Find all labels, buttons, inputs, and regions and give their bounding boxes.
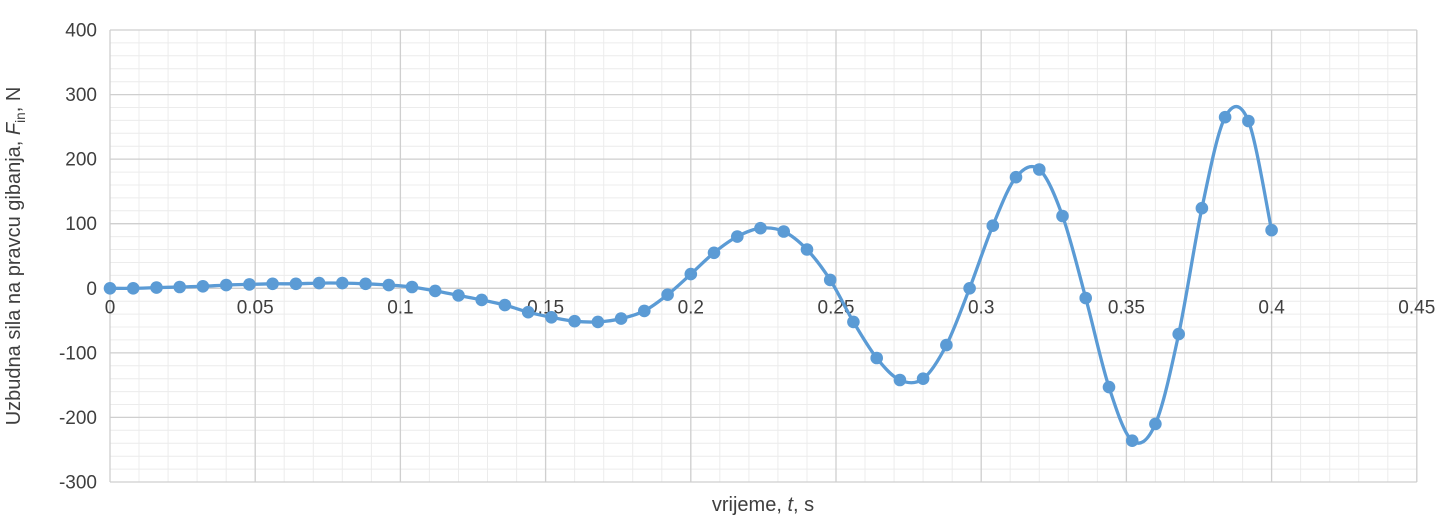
data-point (870, 351, 883, 365)
data-point (847, 315, 860, 329)
data-point (452, 289, 465, 302)
data-point (707, 246, 721, 260)
data-point (638, 304, 651, 318)
data-point (126, 282, 140, 295)
y-axis-title-text: Uzbudna sila na pravcu gibanja, (3, 135, 26, 426)
data-point (243, 278, 256, 291)
data-point (545, 311, 558, 324)
data-point (731, 230, 744, 243)
data-point (754, 221, 767, 235)
data-point (1033, 163, 1046, 176)
grid-minor (109, 29, 1418, 483)
data-point (1195, 201, 1209, 215)
x-tick-label: 0.2 (678, 297, 704, 318)
x-axis-title-suffix: , s (793, 494, 815, 516)
data-point (219, 278, 233, 292)
data-point (1102, 380, 1116, 394)
data-point (382, 278, 396, 292)
y-axis-title: Uzbudna sila na pravcu gibanja, Fin, N (3, 86, 29, 426)
x-tick-label: 0.3 (968, 297, 994, 318)
y-tick-label: 200 (65, 150, 97, 171)
data-point (1242, 114, 1255, 128)
y-tick-label: 100 (65, 214, 97, 235)
data-point (173, 280, 186, 294)
data-point (103, 282, 117, 295)
data-point (568, 314, 581, 328)
data-point (614, 312, 628, 325)
data-point (475, 293, 489, 307)
x-tick-label: 0.45 (1398, 297, 1435, 318)
x-axis-title-text: vrijeme, (711, 494, 788, 516)
x-tick-label: 0.4 (1258, 297, 1285, 318)
data-point (1079, 291, 1092, 305)
x-tick-label: 0.05 (237, 297, 274, 318)
data-point (893, 373, 907, 387)
y-tick-label: 400 (65, 21, 97, 42)
data-point (916, 372, 930, 386)
data-point (684, 267, 698, 281)
data-point (591, 315, 605, 329)
data-point (800, 243, 814, 256)
data-point (963, 282, 976, 295)
data-point (196, 280, 210, 293)
data-point (521, 305, 535, 319)
y-tick-label: -200 (59, 408, 97, 429)
y-axis-title-suffix: , N (3, 86, 26, 113)
x-tick-label: 0.1 (387, 297, 413, 318)
data-point (289, 277, 303, 291)
data-point (661, 288, 674, 302)
x-tick-label: 0.35 (1108, 297, 1145, 318)
data-point (498, 298, 512, 312)
data-point (428, 284, 442, 298)
data-point (823, 273, 837, 287)
series-markers (103, 110, 1278, 448)
y-axis-subscript: in (13, 112, 29, 123)
y-tick-label: -300 (59, 473, 97, 494)
x-tick-label: 0.25 (818, 297, 855, 318)
y-axis-symbol: F (3, 122, 26, 136)
data-point (986, 219, 1000, 232)
data-point (312, 276, 326, 290)
data-point (1172, 327, 1185, 341)
data-point (777, 225, 790, 238)
data-point (336, 276, 349, 290)
data-point (940, 338, 953, 352)
data-point (1218, 110, 1232, 124)
data-point (405, 280, 419, 294)
x-tick-label: 0 (105, 297, 116, 318)
y-tick-label: 0 (86, 279, 97, 300)
data-point (1149, 417, 1162, 431)
x-axis-title: vrijeme, t, s (712, 495, 814, 515)
data-point (1265, 223, 1278, 237)
grid-major (109, 29, 1418, 483)
data-point (1125, 434, 1139, 448)
data-point (1056, 209, 1069, 223)
data-point (359, 277, 372, 291)
data-point (1009, 170, 1023, 184)
data-point (266, 277, 279, 291)
y-tick-label: -100 (59, 343, 97, 364)
x-axis-symbol: t (787, 494, 794, 516)
data-point (150, 281, 163, 294)
y-tick-label: 300 (65, 85, 97, 106)
